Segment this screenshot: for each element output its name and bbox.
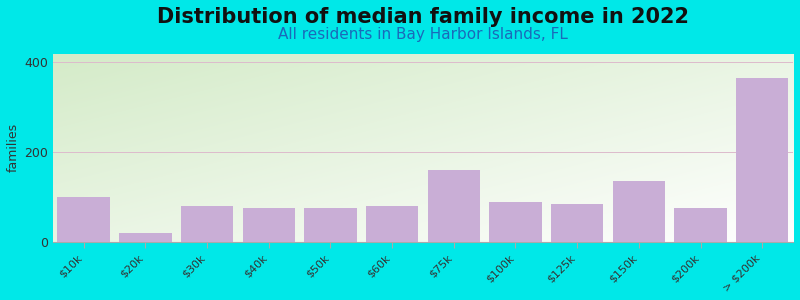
Bar <box>181 206 234 242</box>
Text: All residents in Bay Harbor Islands, FL: All residents in Bay Harbor Islands, FL <box>278 27 568 42</box>
Bar <box>551 204 603 242</box>
Bar <box>119 233 171 242</box>
Bar <box>736 78 789 242</box>
Bar <box>242 208 295 242</box>
Bar <box>613 182 665 242</box>
Bar <box>366 206 418 242</box>
Bar <box>58 197 110 242</box>
Y-axis label: families: families <box>7 123 20 172</box>
Title: Distribution of median family income in 2022: Distribution of median family income in … <box>157 7 689 27</box>
Bar <box>674 208 726 242</box>
Bar <box>427 170 480 242</box>
Bar <box>304 208 357 242</box>
Bar <box>490 202 542 242</box>
